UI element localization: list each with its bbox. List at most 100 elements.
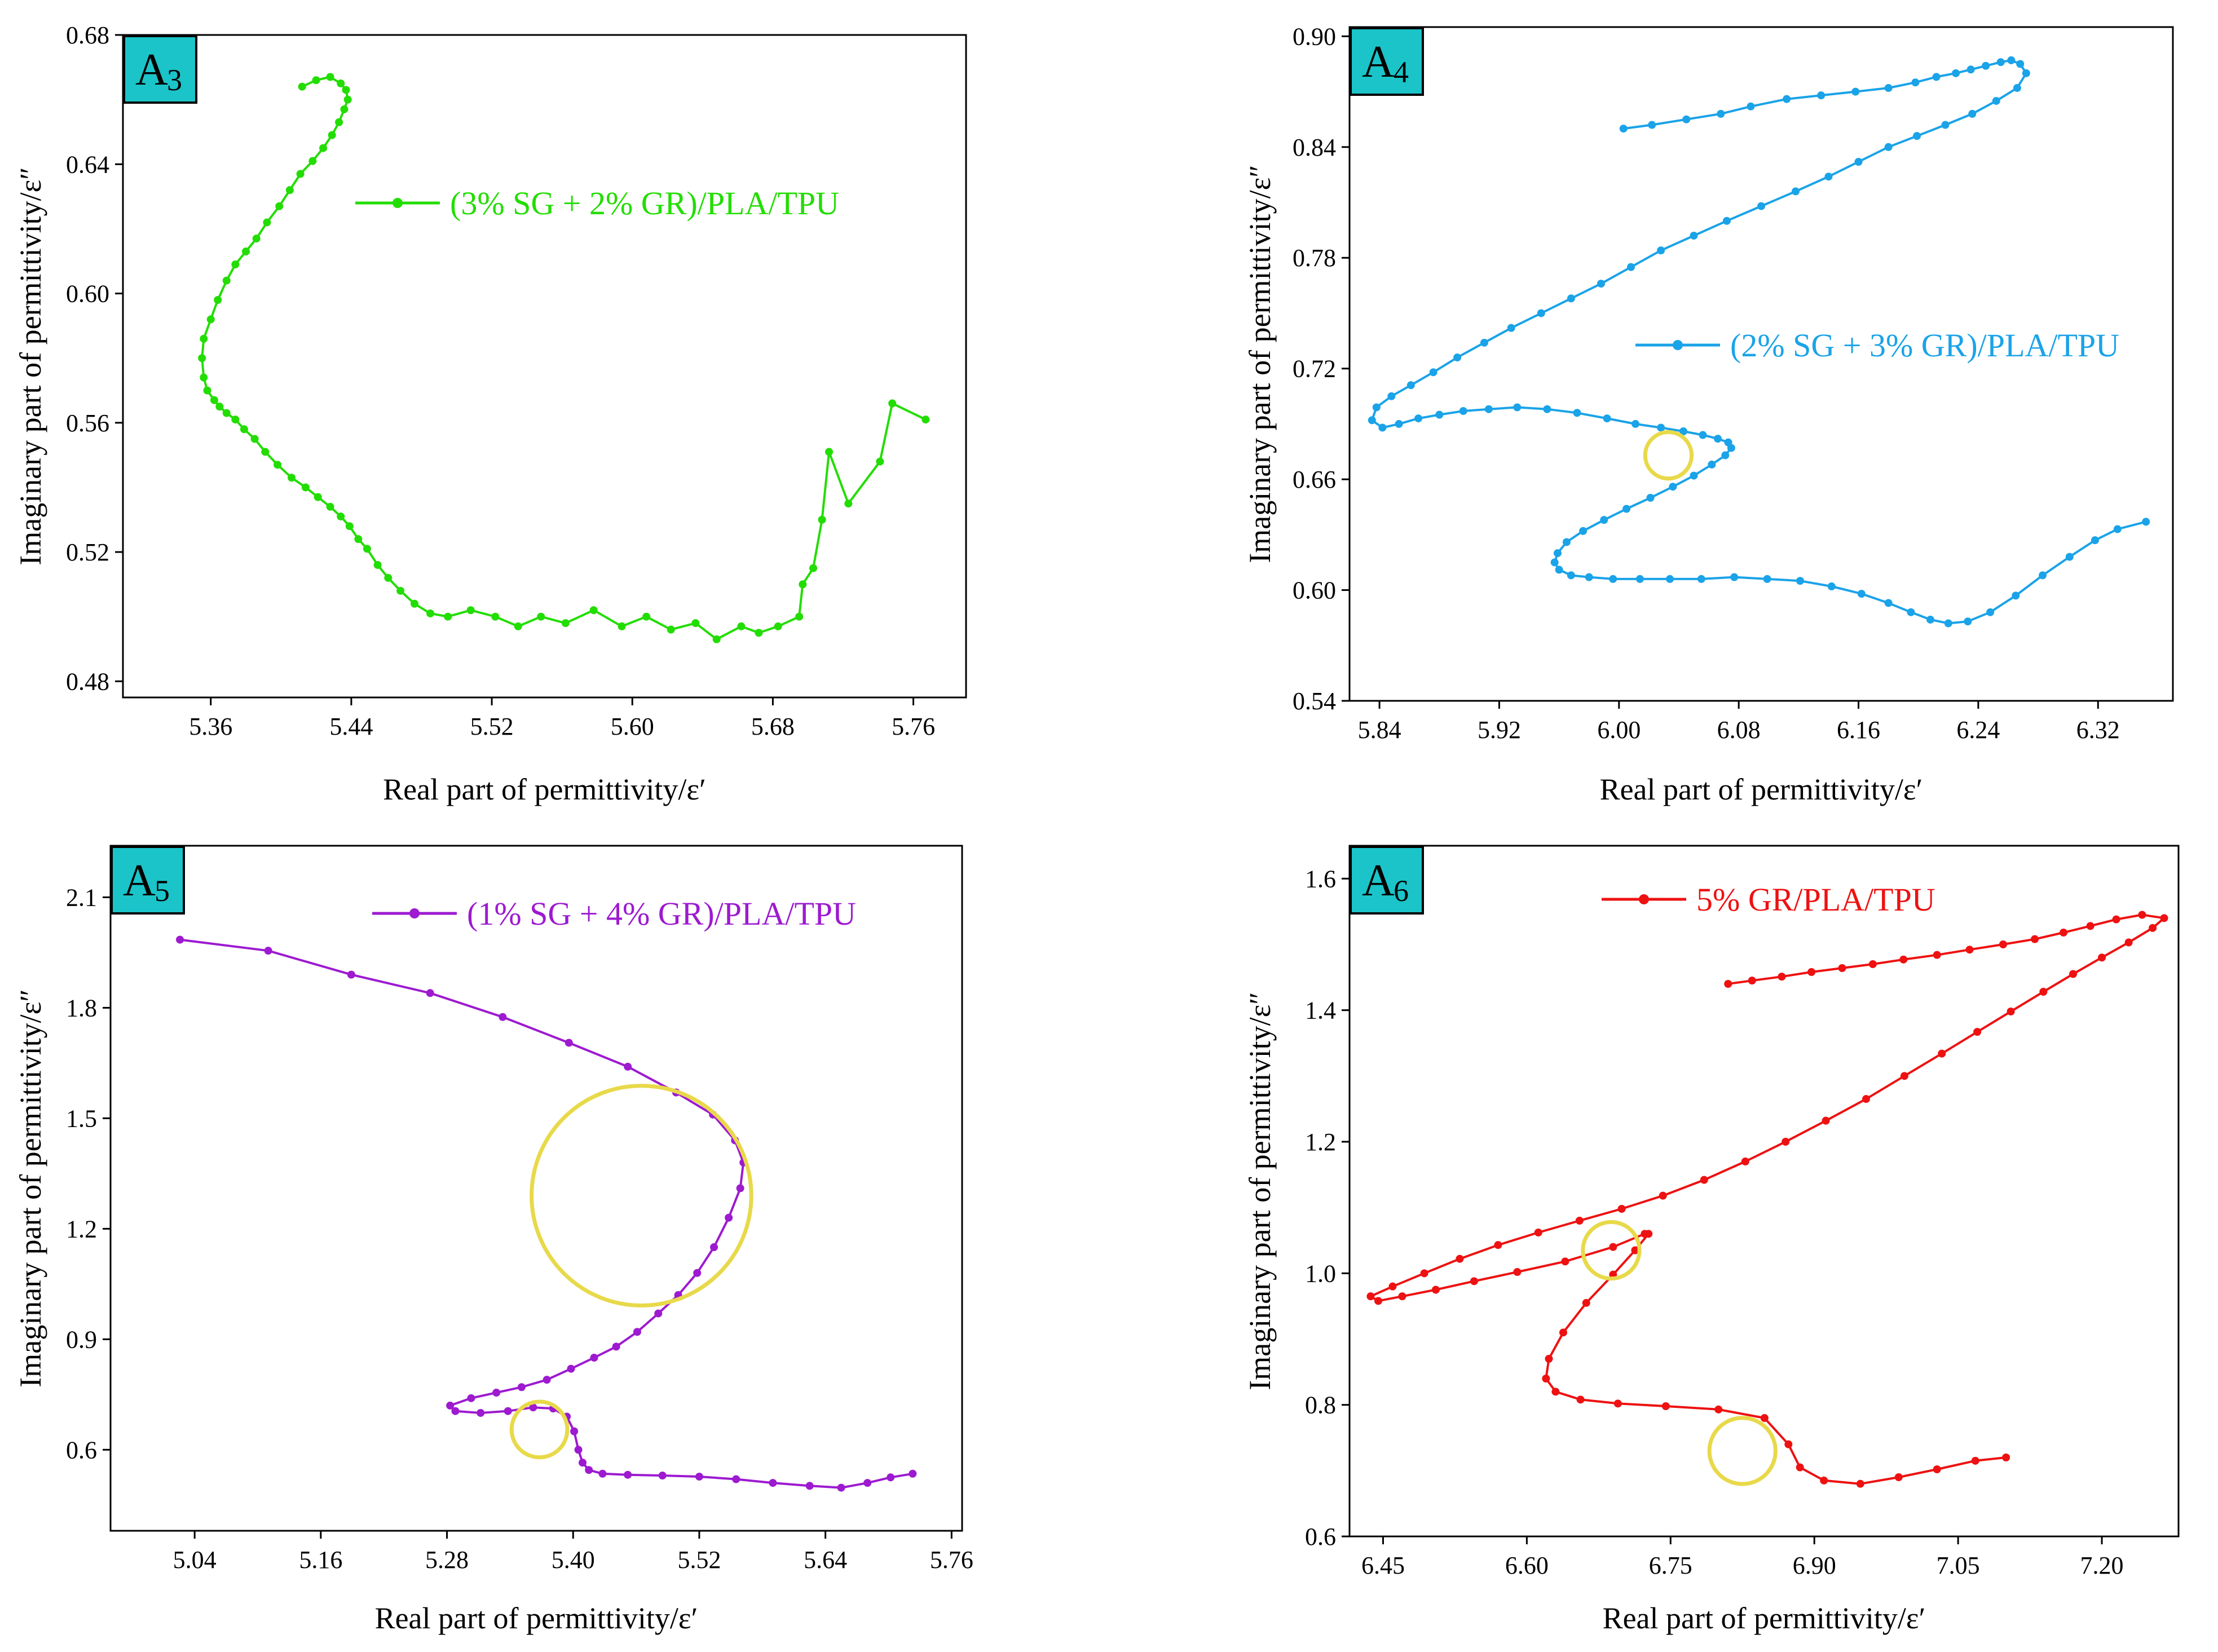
data-point	[589, 606, 598, 615]
data-point	[1690, 231, 1698, 240]
data-point	[837, 1483, 845, 1492]
y-tick-label: 1.6	[1305, 865, 1336, 893]
x-tick-label: 5.84	[1358, 716, 1401, 744]
data-point	[1783, 95, 1791, 103]
data-point	[1579, 527, 1588, 535]
x-tick-label: 6.24	[1956, 716, 2000, 744]
data-point	[1986, 608, 1995, 616]
x-tick-label: 5.76	[892, 713, 935, 740]
data-point	[725, 1213, 733, 1222]
x-axis-label: Real part of permittivity/ε′	[1600, 772, 1923, 806]
plot-area	[176, 935, 917, 1492]
data-point	[499, 1013, 507, 1021]
data-point	[1796, 1463, 1804, 1472]
data-point	[1622, 505, 1631, 513]
data-point	[1484, 405, 1493, 413]
data-point	[1600, 516, 1608, 524]
data-point	[1699, 431, 1707, 439]
data-point	[1603, 414, 1611, 423]
panel-label: A6	[1350, 846, 1424, 915]
data-point	[1559, 1328, 1567, 1337]
plot-frame	[1348, 26, 2174, 702]
data-point	[1717, 109, 1725, 118]
data-point	[529, 1403, 537, 1412]
data-point	[1420, 1269, 1428, 1278]
y-tick-label: 1.5	[66, 1105, 97, 1132]
legend-text: (3% SG + 2% GR)/PLA/TPU	[450, 185, 839, 222]
data-point	[1944, 619, 1952, 628]
data-point	[1697, 575, 1705, 583]
data-point	[1666, 575, 1674, 583]
data-point	[261, 448, 270, 456]
data-point	[876, 457, 884, 466]
data-point	[1513, 403, 1522, 412]
data-point	[298, 82, 306, 91]
x-tick-label: 5.16	[299, 1546, 342, 1574]
data-point	[337, 79, 345, 87]
y-tick-label: 0.60	[1293, 577, 1336, 604]
data-point	[1884, 599, 1893, 607]
data-point	[1690, 471, 1698, 480]
data-point	[301, 483, 310, 492]
x-tick-label: 5.60	[611, 713, 654, 740]
data-point	[1659, 1191, 1667, 1200]
y-tick-label: 1.2	[1305, 1128, 1336, 1156]
highlight-circle	[1581, 1220, 1642, 1281]
data-point	[1822, 1116, 1830, 1125]
data-point	[492, 1389, 501, 1397]
data-point	[231, 260, 240, 268]
data-point	[537, 612, 545, 621]
data-point	[1429, 368, 1437, 377]
x-tick-label: 5.64	[804, 1546, 847, 1574]
data-point	[426, 989, 434, 997]
data-point	[198, 354, 206, 363]
data-point	[340, 105, 349, 113]
data-point	[1851, 87, 1860, 96]
data-point	[1537, 309, 1545, 317]
y-tick-label: 1.8	[66, 994, 97, 1022]
panel-label-box	[1350, 27, 1424, 96]
data-point	[2098, 953, 2106, 962]
legend-text: 5% GR/PLA/TPU	[1696, 881, 1935, 918]
data-point	[1724, 980, 1732, 988]
y-tick-label: 0.9	[66, 1326, 97, 1353]
data-point	[1550, 558, 1559, 567]
data-point	[1513, 1268, 1522, 1276]
data-point	[774, 622, 782, 630]
x-tick-label: 6.16	[1837, 716, 1880, 744]
data-point	[1862, 1095, 1870, 1103]
data-point	[411, 599, 419, 608]
data-point	[1561, 1257, 1569, 1266]
data-point	[1971, 1456, 1979, 1465]
panel-label-box	[1350, 846, 1424, 915]
data-point	[805, 1482, 814, 1490]
data-point	[466, 606, 475, 615]
data-point	[1722, 217, 1731, 225]
data-point	[451, 1407, 460, 1415]
data-point	[215, 403, 224, 411]
panel-label-text: A	[135, 45, 168, 95]
data-point	[574, 1446, 583, 1454]
data-point	[691, 619, 700, 628]
x-tick-label: 5.44	[329, 713, 373, 740]
data-point	[1884, 84, 1893, 92]
data-point	[1669, 483, 1677, 491]
x-tick-label: 5.28	[425, 1546, 469, 1574]
data-point	[514, 622, 522, 630]
data-point	[347, 970, 355, 979]
data-point	[2039, 988, 2048, 996]
data-point	[1555, 566, 1563, 574]
data-point	[909, 1469, 917, 1478]
data-point	[1857, 590, 1866, 598]
data-point	[585, 1466, 593, 1474]
data-point	[1388, 1282, 1397, 1291]
data-point	[1992, 96, 2000, 105]
data-point	[1679, 427, 1687, 435]
data-point	[363, 545, 371, 553]
data-point	[446, 1401, 455, 1410]
data-point	[624, 1470, 632, 1479]
y-tick-label: 0.68	[66, 21, 109, 49]
data-point	[712, 635, 721, 643]
data-point	[695, 1472, 703, 1481]
data-point	[736, 1184, 744, 1192]
